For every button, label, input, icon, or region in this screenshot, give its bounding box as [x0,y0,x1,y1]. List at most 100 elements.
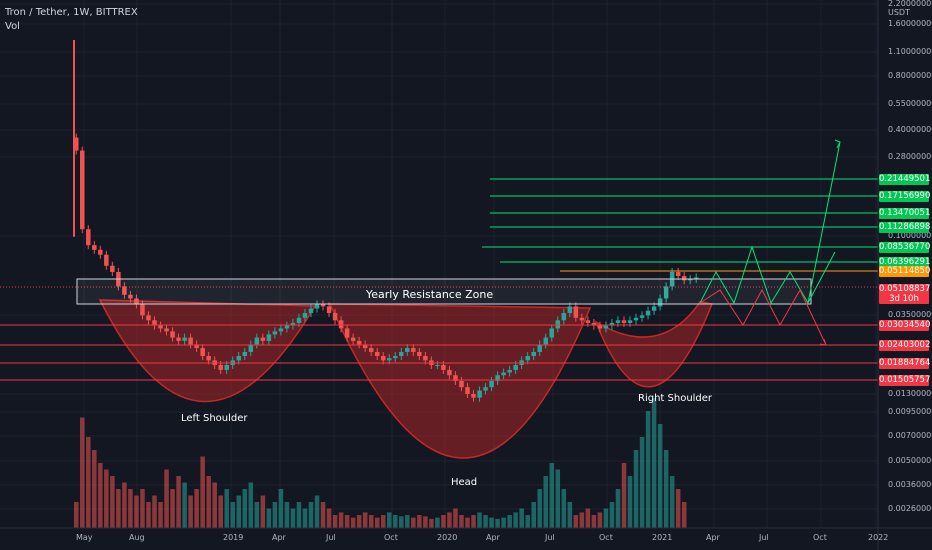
candle [380,356,386,361]
candle [368,348,374,352]
volume-bar [423,516,428,528]
volume-bar [663,450,669,528]
time-tick: Jul [326,533,336,542]
candle [483,387,488,391]
volume-bar [615,489,621,528]
candle [405,348,410,352]
green-level-label: 0.11286898 [879,222,931,233]
candle [224,364,229,370]
candle [495,375,500,381]
candle [633,317,639,321]
volume-bar [489,517,494,528]
symbol-title[interactable]: Tron / Tether, 1W, BITTREX [5,7,138,18]
time-tick: Oct [599,533,613,542]
candle [387,358,392,361]
candle [98,249,103,255]
price-tick: 0.01300000 [888,389,932,398]
volume-bar [344,515,350,528]
time-tick: 2022 [868,533,889,542]
volume-bar [651,398,657,528]
price-tick: 0.10000000 [888,231,932,240]
candle [218,364,223,370]
volume-bar [146,502,151,528]
volume-bar [266,508,272,528]
candle [200,348,205,357]
candle [92,245,97,250]
candle [489,380,494,388]
price-tick: 0.55000000 [888,99,932,108]
volume-bar [459,515,464,528]
candle [266,334,272,341]
candle [657,298,663,307]
green-level-label: 0.13470051 [879,208,931,219]
candle [603,325,609,329]
candle [344,328,350,338]
candle [128,294,133,299]
red-level-label: 0.01884764 [879,358,931,369]
volume-bar [417,515,422,528]
volume-bar [338,512,344,528]
candle [399,351,404,357]
axis-currency: USDT [888,8,910,17]
candle [531,351,536,357]
volume-bar [164,469,169,528]
current-price-value: 0.05108837 [879,284,931,294]
volume-bar [302,508,308,528]
volume-bar [621,463,627,528]
candle [278,328,284,332]
volume-bar [200,456,205,528]
candle [134,298,139,305]
candle [651,306,657,311]
volume-bar [314,495,320,528]
volume-bar [224,489,229,528]
volume-bar [188,495,193,528]
time-tick: Aug [129,533,145,542]
time-tick: Apr [706,533,720,542]
volume-bar [242,489,248,528]
volume-bar [411,517,416,528]
volume-bar [380,515,386,528]
volume-bar [182,482,187,528]
candle [615,320,621,323]
volume-bar [585,508,591,528]
volume-bar [170,489,175,528]
volume-bar [356,515,362,528]
candle [507,369,512,373]
left-shoulder-label: Left Shoulder [181,413,248,424]
volume-bar [543,476,549,528]
volume-bar [435,517,440,528]
volume-bar [477,512,482,528]
candle [86,229,91,246]
candle [332,313,338,321]
candle [591,322,597,326]
volume-bar [326,508,332,528]
candle [290,322,296,326]
candle [681,276,687,281]
volume-bar [507,515,512,528]
volume-bar [362,512,368,528]
candle [248,344,254,352]
volume-bar [537,489,542,528]
orange-level-label: 0.05114850 [879,266,931,277]
price-tick: 0.00950000 [888,407,932,416]
candle [272,331,278,335]
volume-bar [609,502,615,528]
candle [74,137,79,151]
candle [477,390,482,398]
volume-bar [230,502,236,528]
candle [645,310,651,316]
price-tick: 1.60000000 [888,19,932,28]
candle [561,313,567,321]
volume-indicator-label[interactable]: Vol [5,21,20,32]
candle [374,351,380,357]
candle [693,277,699,279]
volume-bar [290,508,296,528]
volume-bar [501,517,506,528]
arrow-head [819,338,827,346]
volume-bar [567,502,573,528]
candle [182,337,187,341]
candle [260,337,266,341]
resistance-zone-box [76,278,812,305]
volume-bar [104,469,109,528]
